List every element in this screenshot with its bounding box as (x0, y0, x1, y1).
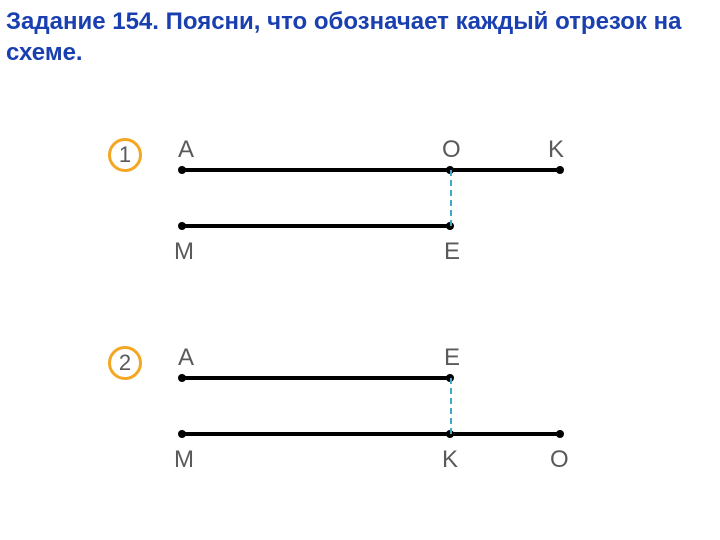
dashed-connector (450, 170, 452, 226)
task-title: Задание 154. Поясни, что обозначает кажд… (6, 6, 706, 68)
segment-endpoint (178, 374, 186, 382)
point-label-E: E (444, 238, 460, 266)
diagram-number-1: 1 (108, 138, 142, 172)
segment-endpoint (556, 430, 564, 438)
segment-endpoint (178, 430, 186, 438)
segment-line (182, 168, 560, 172)
dashed-connector (450, 378, 452, 434)
point-label-O: O (442, 136, 461, 164)
segment-line (182, 376, 450, 380)
diagram-number-2: 2 (108, 346, 142, 380)
point-label-A: A (178, 136, 194, 164)
segment-endpoint (178, 166, 186, 174)
point-label-K: K (548, 136, 564, 164)
point-label-M: M (174, 238, 194, 266)
point-label-M: M (174, 446, 194, 474)
segment-line (182, 224, 450, 228)
point-label-E: E (444, 344, 460, 372)
segment-endpoint (556, 166, 564, 174)
point-label-K: K (442, 446, 458, 474)
segment-line (182, 432, 560, 436)
point-label-O: O (550, 446, 569, 474)
point-label-A: A (178, 344, 194, 372)
segment-endpoint (178, 222, 186, 230)
